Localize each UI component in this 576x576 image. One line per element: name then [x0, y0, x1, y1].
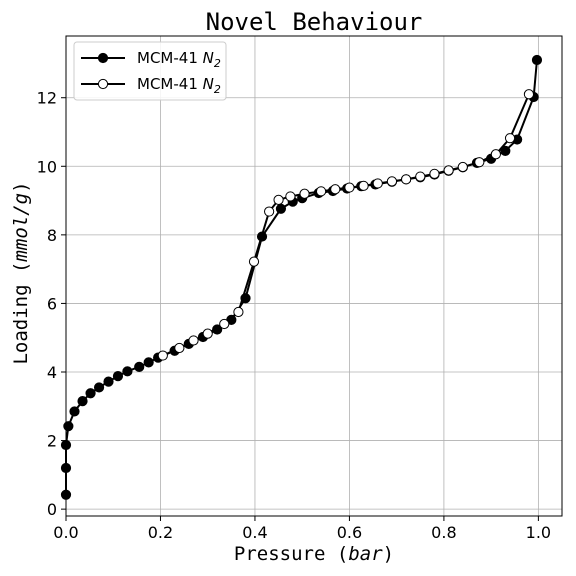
x-axis-label-text: Pressure	[234, 543, 337, 565]
legend-label-open: MCM-41 N2	[137, 75, 221, 96]
data-point-filled	[69, 406, 80, 417]
data-point-filled	[85, 388, 96, 399]
data-point-open	[174, 342, 185, 354]
data-point-open	[188, 335, 199, 346]
legend-marker-open-circle	[97, 78, 109, 90]
data-point-filled	[500, 145, 511, 156]
grid-lines	[65, 36, 562, 516]
data-point-open	[443, 165, 454, 176]
legend-label-filled-name: MCM-41	[137, 49, 198, 67]
x-tick-label: 0.0	[53, 523, 78, 542]
data-point-filled	[134, 361, 145, 372]
legend-label-open-name: MCM-41	[137, 75, 198, 93]
data-point-open	[457, 161, 468, 173]
x-axis-ticks: 0.0 0.2 0.4 0.6 0.8 1.0	[53, 516, 551, 542]
data-point-open	[474, 157, 485, 168]
data-point-filled	[122, 366, 133, 377]
y-tick-label: 6	[47, 294, 57, 313]
data-point-open	[372, 178, 383, 189]
data-point-filled	[77, 396, 88, 407]
legend-label-filled: MCM-41 N2	[137, 49, 221, 70]
data-point-open	[299, 188, 310, 199]
data-point-open	[358, 180, 369, 191]
legend-entry-filled: MCM-41 N2	[81, 49, 221, 70]
x-tick-label: 0.6	[337, 523, 362, 542]
legend-box	[73, 41, 227, 101]
y-axis-label: Loading (mmol/g)	[10, 181, 32, 364]
data-point-open	[285, 191, 296, 202]
x-axis-label-paren-open: (	[337, 543, 348, 565]
data-point-open	[490, 149, 501, 160]
y-axis-label-unit: mmol/g	[10, 193, 32, 263]
y-tick-label: 0	[47, 500, 57, 519]
data-point-filled	[112, 371, 124, 382]
data-point-open	[386, 176, 398, 187]
data-point-open	[233, 306, 244, 318]
y-tick-label: 2	[47, 432, 57, 451]
x-axis-label-unit: bar	[348, 543, 383, 565]
legend-marker-filled-circle	[97, 52, 109, 64]
data-point-filled	[143, 357, 154, 368]
data-point-open	[219, 318, 230, 330]
legend-label-open-symbol: N	[203, 75, 214, 93]
data-point-open	[157, 350, 168, 361]
series-open-markers	[157, 89, 535, 361]
y-tick-label: 8	[47, 226, 57, 245]
x-axis-label: Pressure (bar)	[234, 543, 394, 565]
y-axis-label-paren-close: )	[10, 181, 32, 192]
legend-label-filled-symbol: N	[203, 49, 214, 67]
data-point-open	[415, 171, 426, 182]
legend-label-open-subscript: 2	[214, 83, 221, 96]
data-point-open	[344, 182, 355, 193]
x-tick-label: 0.4	[242, 523, 267, 542]
data-point-open	[315, 186, 327, 197]
data-point-filled	[93, 382, 105, 393]
x-axis-label-paren-close: )	[383, 543, 394, 565]
data-point-open	[523, 89, 535, 100]
data-point-open	[401, 174, 412, 185]
data-point-open	[330, 184, 341, 195]
legend: MCM-41 N2 MCM-41 N2	[73, 41, 227, 101]
y-tick-label: 12	[37, 89, 57, 108]
y-axis-label-text: Loading	[10, 273, 32, 365]
data-point-open	[504, 133, 516, 144]
x-tick-label: 1.0	[526, 523, 551, 542]
series-layer	[60, 54, 543, 500]
y-axis-label-paren-open: (	[10, 262, 32, 273]
data-point-filled	[103, 376, 114, 387]
legend-entry-open: MCM-41 N2	[81, 75, 221, 96]
data-point-open	[248, 256, 260, 267]
data-point-open	[273, 194, 284, 205]
chart-title: Novel Behaviour	[206, 8, 423, 36]
data-point-filled	[531, 54, 543, 66]
x-tick-label: 0.2	[148, 523, 173, 542]
legend-label-filled-subscript: 2	[214, 57, 221, 70]
data-point-open	[429, 168, 440, 179]
data-point-filled	[63, 421, 74, 432]
y-tick-label: 4	[47, 363, 57, 382]
data-point-open	[202, 328, 213, 339]
data-point-open	[264, 206, 275, 217]
axes-frame	[65, 35, 563, 517]
y-tick-label: 10	[37, 157, 57, 176]
x-tick-label: 0.8	[431, 523, 456, 542]
data-point-filled	[275, 203, 287, 214]
y-axis-ticks: 0 2 4 6 8 10 12	[37, 89, 66, 519]
